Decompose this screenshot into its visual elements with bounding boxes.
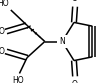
Text: HO: HO xyxy=(0,0,9,8)
Text: O: O xyxy=(72,0,78,3)
Text: N: N xyxy=(59,37,65,46)
Text: HO: HO xyxy=(13,76,24,83)
Text: O: O xyxy=(0,27,5,36)
Text: O: O xyxy=(0,47,5,56)
Text: O: O xyxy=(72,80,78,83)
